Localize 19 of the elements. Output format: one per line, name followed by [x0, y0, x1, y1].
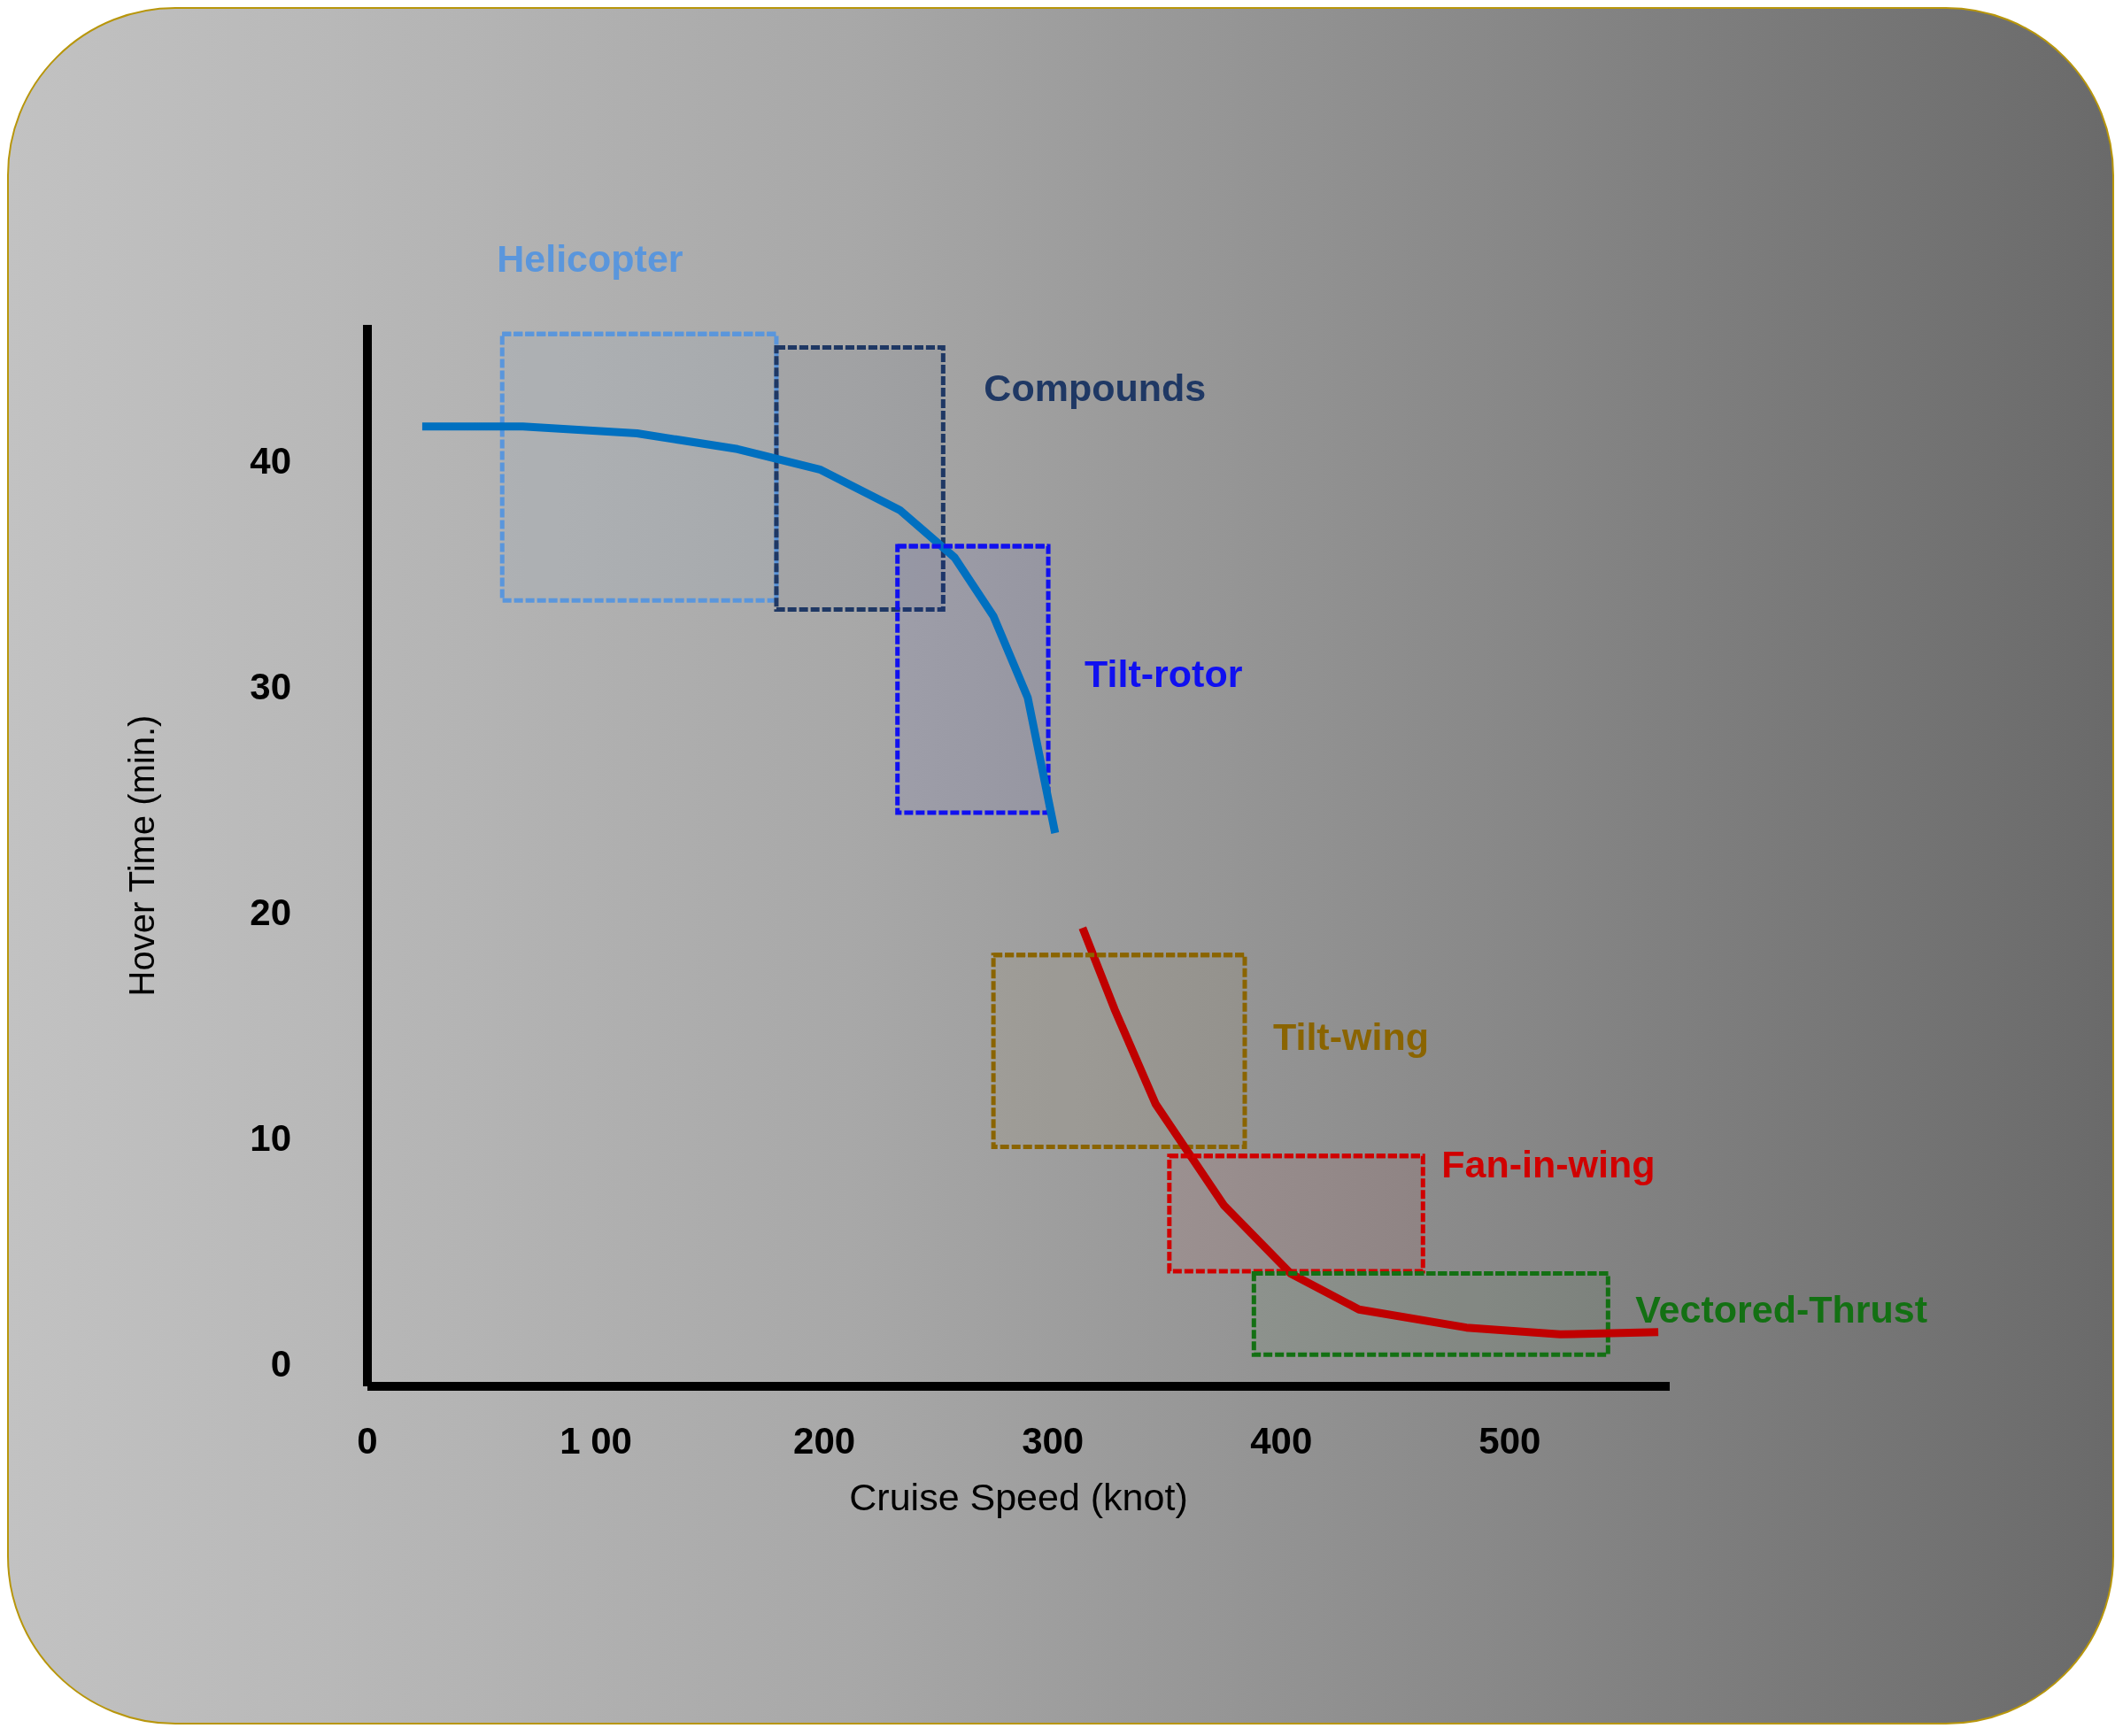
x-tick-label: 0 [357, 1419, 378, 1462]
x-tick-label: 500 [1478, 1419, 1541, 1462]
y-tick-label: 0 [270, 1343, 291, 1385]
y-tick-label: 30 [250, 666, 291, 708]
x-tick-label: 200 [793, 1419, 856, 1462]
series-label: Helicopter [497, 237, 683, 281]
x-tick-label: 400 [1250, 1419, 1313, 1462]
series-label: Compounds [984, 366, 1207, 409]
series-label: Fan-in-wing [1441, 1142, 1656, 1185]
x-tick-label: 300 [1022, 1419, 1085, 1462]
series-label: Tilt-wing [1272, 1015, 1429, 1058]
y-tick-label: 20 [250, 891, 291, 934]
series-label: Vectored-Thrust [1635, 1288, 1928, 1331]
text: Tilt-rotor [1085, 652, 1243, 695]
x-axis-title: Cruise Speed (knot) [849, 1476, 1188, 1518]
y-tick-label: 10 [250, 1117, 291, 1160]
y-tick-label: 40 [250, 439, 291, 482]
y-axis-title: Hover Time (min.) [122, 714, 162, 997]
x-tick-label: 1 00 [560, 1419, 632, 1462]
